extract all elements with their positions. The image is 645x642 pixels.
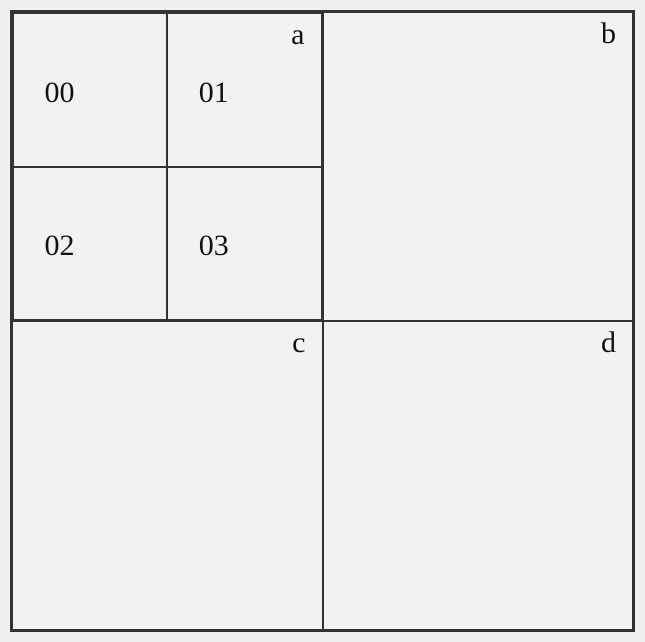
quadrant-corner-label: d	[601, 326, 616, 360]
quadrant-d: d	[323, 321, 634, 630]
subcell-label: 01	[199, 76, 229, 110]
quadrant-c: c	[12, 321, 323, 630]
subcell-01: a 01	[167, 13, 321, 167]
subcell-label: 00	[44, 76, 74, 110]
quadrant-corner-label: a	[291, 18, 304, 52]
quadrant-corner-label: c	[292, 326, 305, 360]
subcell-label: 02	[44, 229, 74, 263]
quadrant-a: 00 a 01 02 03	[12, 12, 323, 321]
subcell-00: 00	[13, 13, 167, 167]
quadrant-corner-label: b	[601, 17, 616, 51]
subcell-02: 02	[13, 167, 167, 321]
subcell-label: 03	[199, 229, 229, 263]
subcell-03: 03	[167, 167, 321, 321]
quadrant-b: b	[323, 12, 634, 321]
quadtree-diagram: 00 a 01 02 03 b c d	[10, 10, 635, 632]
